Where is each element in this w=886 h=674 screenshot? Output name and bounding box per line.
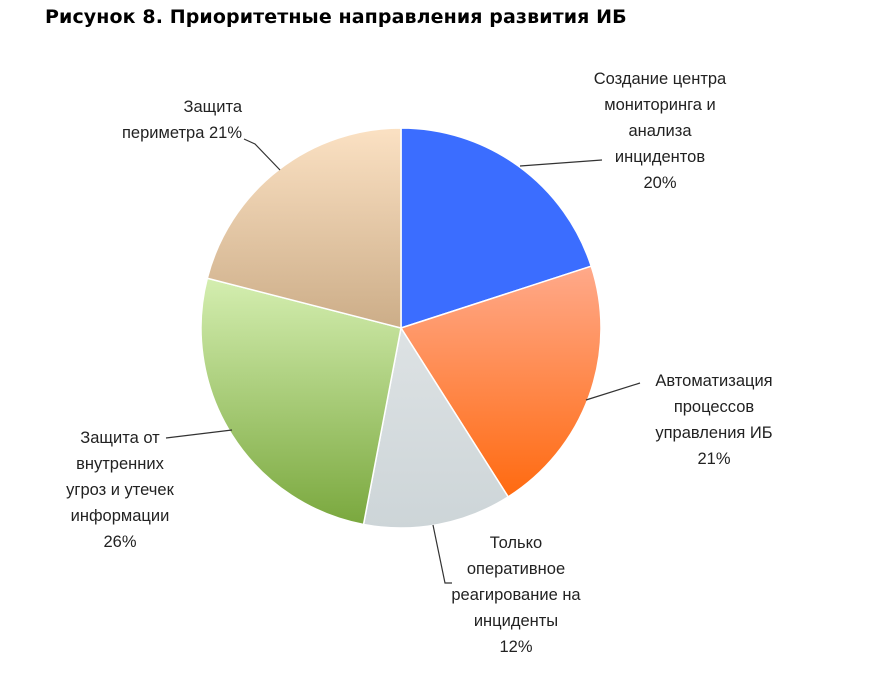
leader-line <box>243 138 281 171</box>
slice-percent-label: 12% <box>499 638 532 656</box>
slice-label-line: информации <box>71 507 170 525</box>
slice-label: Создание центра мониторинга и анализа инцид… <box>594 70 727 192</box>
slice-label-line: Защита от <box>80 429 160 447</box>
slice-label-line: оперативное <box>467 560 565 578</box>
slice-label-line: Автоматизация <box>655 372 772 390</box>
slice-label-line: угроз и утечек <box>66 481 174 499</box>
slice-label-line: инциденты <box>474 612 558 630</box>
chart-title: Рисунок 8. Приоритетные направления разв… <box>45 6 627 28</box>
slice-label-line: Защита <box>184 98 243 116</box>
pie-slice <box>400 127 593 330</box>
slice-label: Защита периметра 21% <box>122 98 243 142</box>
leader-lines-layer <box>165 138 641 584</box>
slice-label-line: мониторинга и <box>604 96 716 114</box>
leader-line <box>519 159 603 167</box>
slice-label-line: реагирование на <box>451 586 581 604</box>
slice-label-line: инцидентов <box>615 148 705 166</box>
slice-label-line: внутренних <box>76 455 164 473</box>
leader-line <box>585 382 641 401</box>
leader-line <box>432 524 452 584</box>
slice-label: Автоматизация процессов управления ИБ 21% <box>655 372 772 468</box>
labels-layer: Создание центра мониторинга и анализа инцид… <box>66 70 772 656</box>
slice-percent-label: 20% <box>643 174 676 192</box>
leader-line <box>165 429 233 439</box>
slice-label-line: Создание центра <box>594 70 727 88</box>
slice-label-line: периметра 21% <box>122 124 242 142</box>
slice-label-line: процессов <box>674 398 755 416</box>
pie-slice <box>362 325 510 529</box>
slice-percent-label: 21% <box>697 450 730 468</box>
slice-percent-label: 26% <box>103 533 136 551</box>
pie-slice <box>399 265 602 498</box>
slice-label-line: Только <box>490 534 542 552</box>
slice-label-line: управления ИБ <box>655 424 772 442</box>
slice-label: Только оперативное реагирование на инцидент… <box>451 534 581 656</box>
slices-layer <box>200 127 602 529</box>
pie-slice <box>206 127 402 329</box>
slice-label-line: анализа <box>628 122 692 140</box>
slice-label: Защита от внутренних угроз и утечек информа… <box>66 429 174 551</box>
pie-slice <box>200 277 402 526</box>
